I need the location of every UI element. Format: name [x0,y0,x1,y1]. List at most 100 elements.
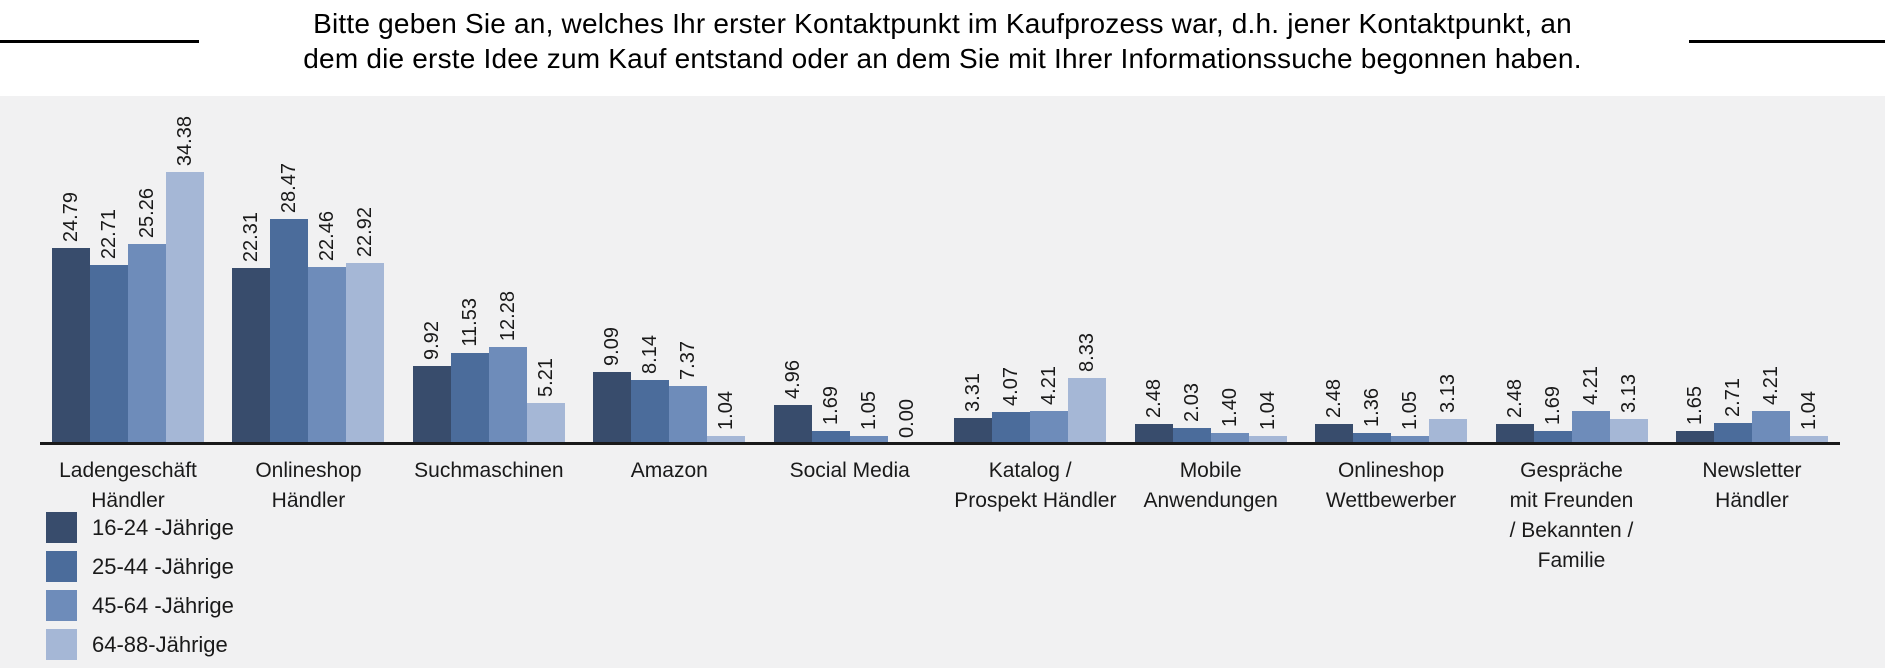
category-label-line: Mobile [1179,459,1242,482]
bar-group: 9.09 8.14 7.37 1.04 [593,327,746,444]
category-label: Ladengeschäft Händler [52,456,204,576]
bar-group: 2.48 1.69 4.21 3.13 [1495,366,1648,444]
bar-value-label: 5.21 [534,357,557,397]
category-label: Newsletter Händler [1676,456,1828,576]
bar-value-label: 3.13 [1437,374,1460,414]
bar-value-label: 3.13 [1617,374,1640,414]
bar-value-label: 4.96 [781,359,804,399]
bar-value-label: 22.46 [316,210,339,261]
bar: 1.40 [1210,388,1249,444]
chart-title-line2: dem die erste Idee zum Kauf entstand ode… [303,43,1582,74]
category-label-line: Newsletter [1702,459,1802,482]
bar-value-label: 8.14 [639,334,662,374]
legend-swatch [46,629,77,660]
bar-group: 2.48 1.36 1.05 3.13 [1315,374,1468,444]
bar-value-label: 4.21 [1759,365,1782,405]
bar: 28.47 [270,163,309,444]
category-label: Onlineshop Wettbewerber [1315,456,1467,576]
bar-value-label: 4.21 [1579,365,1602,405]
bar-value-label: 34.38 [174,116,196,167]
bar-value-label: 1.04 [1797,390,1820,430]
bar-value-label: 1.04 [1256,390,1279,430]
bar-value-label: 0.00 [895,399,918,438]
bar-value-label: 22.71 [98,208,120,259]
bar-group: 2.48 2.03 1.40 1.04 [1134,379,1287,444]
bar: 9.92 [412,321,451,444]
bar: 11.53 [450,298,489,444]
title-rule-right [1689,40,1885,43]
bar: 1.65 [1675,386,1714,444]
bar: 25.26 [128,188,166,444]
category-label-line: Anwendungen [1143,489,1278,512]
category-label-line: Social Media [789,459,910,482]
category-label-line: / Bekannten / [1509,519,1634,542]
bar-value-label: 2.48 [1323,379,1346,419]
category-label: Suchmaschinen [413,456,565,576]
category-label-line: Händler [1715,489,1789,512]
legend-label: 16-24 -Jährige [92,514,234,540]
bar: 2.48 [1134,379,1173,444]
bar-value-label: 1.65 [1683,386,1706,425]
bar-value-label: 12.28 [496,290,519,341]
bar: 4.96 [773,360,812,444]
bar: 9.09 [593,327,632,444]
bar: 34.38 [166,116,204,444]
chart-panel: 24.79 22.71 25.26 34.38 22.31 28.47 22.46 22.92… [0,96,1885,668]
bar-chart: 24.79 22.71 25.26 34.38 22.31 28.47 22.46 22.92… [40,96,1840,576]
bar: 8.14 [631,335,670,444]
legend-label: 45-64 -Jährige [92,592,234,618]
bar-group: 1.65 2.71 4.21 1.04 [1675,366,1828,444]
legend-item: 45-64 -Jährige [46,590,234,621]
bar: 22.71 [90,209,128,444]
bar: 4.21 [1030,366,1069,444]
bar-value-label: 9.92 [420,320,443,360]
legend: 16-24 -Jährige 25-44 -Jährige 45-64 -Jähri… [46,512,234,668]
bar-value-label: 1.36 [1361,388,1384,428]
bar: 24.79 [52,192,90,444]
bar-group: 3.31 4.07 4.21 8.33 [954,333,1107,444]
bar-value-label: 9.09 [601,327,624,367]
legend-label: 25-44 -Jährige [92,553,234,579]
bar-value-label: 1.04 [715,390,738,430]
category-label-line: Gespräche [1520,459,1623,482]
bar-value-label: 3.31 [962,372,985,412]
legend-swatch [46,512,77,543]
bar: 8.33 [1068,333,1107,444]
legend-swatch [46,590,77,621]
bar-value-label: 1.40 [1218,387,1241,427]
category-label-line: Amazon [630,459,708,482]
bar-group: 4.96 1.69 1.05 0.00 [773,360,926,444]
bar: 4.21 [1751,366,1790,444]
category-label: Onlineshop Händler [232,456,384,576]
bar-value-label: 8.33 [1076,333,1099,373]
bar: 4.07 [992,367,1031,444]
bar: 1.04 [707,391,746,444]
bar-value-label: 2.48 [1503,379,1526,419]
category-label-line: Prospekt Händler [954,489,1117,512]
legend-item: 16-24 -Jährige [46,512,234,543]
bar: 1.04 [1248,391,1287,444]
bar-group: 22.31 28.47 22.46 22.92 [232,163,385,444]
legend-item: 64-88-Jährige [46,629,234,660]
bar-value-label: 1.05 [1399,390,1422,430]
bar: 4.21 [1571,366,1610,444]
bar-value-label: 7.37 [677,340,700,380]
bar-value-label: 22.31 [240,211,263,262]
bar: 1.69 [811,386,850,444]
bar-value-label: 28.47 [278,163,301,214]
bar-value-label: 4.21 [1038,365,1061,405]
bar: 1.36 [1353,388,1392,444]
category-label-line: Katalog / [988,459,1072,482]
bar: 22.92 [346,207,385,444]
bar-group: 24.79 22.71 25.26 34.38 [52,116,204,444]
bar-value-label: 1.69 [819,385,842,425]
category-label: Gespräche mit Freunden / Bekannten / Famili… [1496,456,1648,576]
bar: 2.03 [1172,383,1211,444]
bar: 1.05 [849,391,888,444]
bar: 22.31 [232,212,271,444]
category-label-line: mit Freunden [1509,489,1634,512]
bar: 2.48 [1495,379,1534,444]
bar: 3.13 [1609,374,1648,444]
bar-value-label: 1.05 [857,390,880,430]
category-label-line: Onlineshop [1337,459,1445,482]
